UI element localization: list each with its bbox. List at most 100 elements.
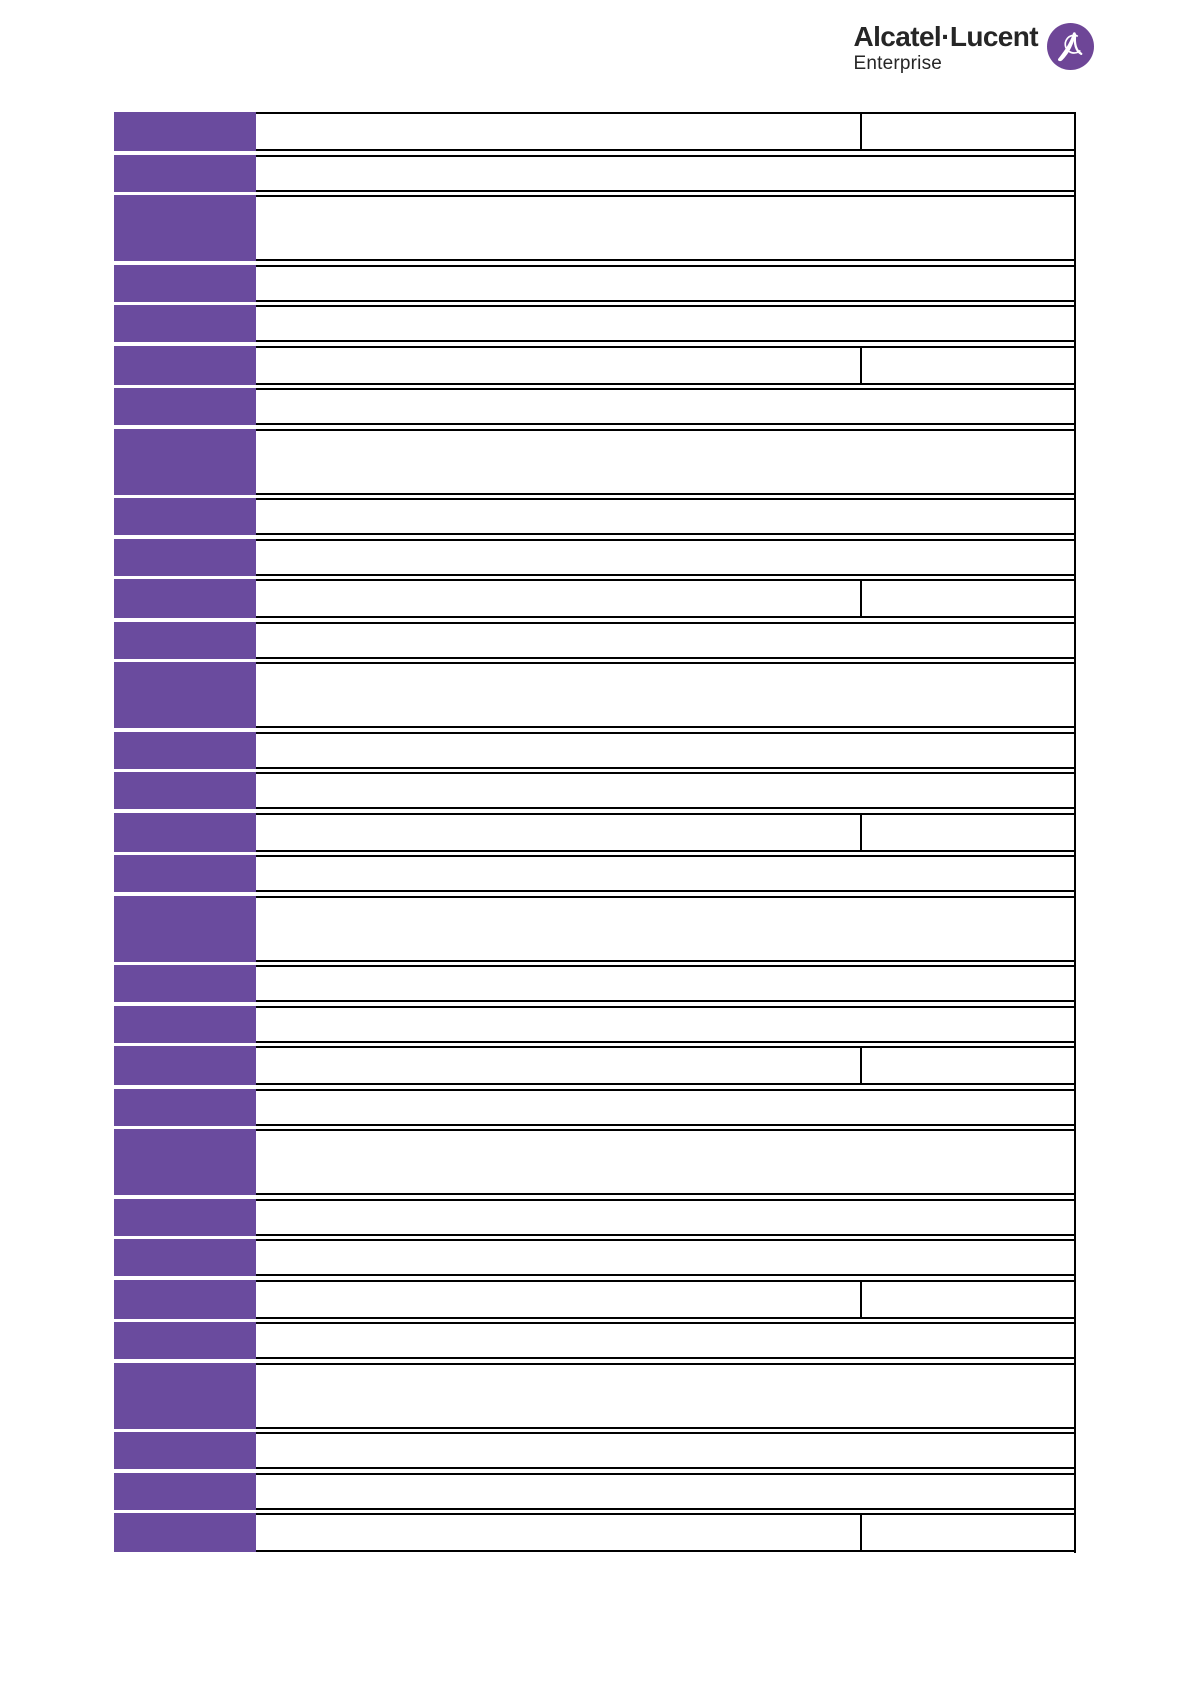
row-header-cell [114,388,256,425]
row-value-cell [256,154,1076,192]
table-row [114,1046,1076,1085]
row-header-cell [114,662,256,728]
row-header-cell [114,772,256,809]
row-header-cell [114,1432,256,1469]
table-row [114,498,1076,535]
row-value-right-cell [862,1048,1076,1083]
row-header-cell [114,1046,256,1085]
table-row [114,1279,1076,1319]
row-value-cell [256,1362,1076,1429]
row-value-right-cell [862,581,1076,616]
row-value-cell [256,965,1076,1002]
row-header-cell [114,1005,256,1043]
row-value-cell [256,772,1076,809]
row-header-cell [114,1472,256,1510]
row-header-cell [114,1362,256,1429]
row-header-cell [114,731,256,769]
row-value-cell [256,1432,1076,1469]
row-value-cell [256,662,1076,728]
table-row [114,731,1076,769]
alcatel-lucent-swoosh-icon [1047,23,1094,70]
table-row [114,812,1076,852]
row-header-cell [114,538,256,576]
row-header-cell [114,195,256,261]
table-row [114,621,1076,659]
table-row [114,895,1076,962]
row-header-cell [114,812,256,852]
row-value-cell [256,1088,1076,1126]
row-header-cell [114,1513,256,1552]
row-value-cell [256,895,1076,962]
table-row [114,1129,1076,1195]
table-row [114,855,1076,892]
row-value-cell [256,1129,1076,1195]
row-value-cell [256,112,1076,151]
table-row [114,538,1076,576]
table-row [114,388,1076,425]
table-right-border [1074,112,1076,1553]
table-row [114,1472,1076,1510]
row-value-cell [256,1322,1076,1359]
row-header-cell [114,112,256,151]
row-value-left-cell [256,1281,862,1317]
row-header-cell [114,345,256,385]
table-row [114,345,1076,385]
table-row [114,965,1076,1002]
table-row [114,112,1076,151]
row-header-cell [114,579,256,618]
table-row [114,579,1076,618]
row-header-cell [114,154,256,192]
table-row [114,1362,1076,1429]
row-header-cell [114,498,256,535]
table-row [114,1513,1076,1552]
row-value-left-cell [256,347,862,383]
row-value-cell [256,345,1076,385]
table-row [114,1088,1076,1126]
spec-table [114,112,1076,1556]
row-value-cell [256,1046,1076,1085]
row-value-left-cell [256,814,862,850]
row-header-cell [114,1088,256,1126]
table-row [114,1005,1076,1043]
row-header-cell [114,621,256,659]
brand-subtitle: Enterprise [853,53,943,75]
table-row [114,1198,1076,1236]
table-row [114,305,1076,342]
row-header-cell [114,1129,256,1195]
row-value-cell [256,731,1076,769]
row-value-right-cell [862,1515,1076,1550]
table-row [114,428,1076,495]
row-header-cell [114,1198,256,1236]
row-value-cell [256,428,1076,495]
row-value-right-cell [862,1282,1076,1317]
row-value-cell [256,1198,1076,1236]
row-header-cell [114,895,256,962]
table-row [114,1322,1076,1359]
row-value-cell [256,498,1076,535]
table-row [114,264,1076,302]
row-value-left-cell [256,1515,862,1550]
row-value-cell [256,388,1076,425]
table-row [114,154,1076,192]
row-value-right-cell [862,815,1076,850]
alcatel-lucent-logo: Alcatel·Lucent Enterprise [853,22,1094,75]
row-value-cell [256,1239,1076,1276]
row-header-cell [114,305,256,342]
row-value-cell [256,1279,1076,1319]
logo-text-block: Alcatel·Lucent Enterprise [853,22,1038,75]
row-header-cell [114,1322,256,1359]
row-header-cell [114,428,256,495]
table-row [114,772,1076,809]
row-value-cell [256,264,1076,302]
row-value-cell [256,1472,1076,1510]
row-header-cell [114,855,256,892]
row-header-cell [114,1279,256,1319]
row-value-cell [256,812,1076,852]
table-row [114,1239,1076,1276]
row-header-cell [114,1239,256,1276]
table-row [114,195,1076,261]
row-value-left-cell [256,114,862,149]
table-row [114,662,1076,728]
row-value-right-cell [862,114,1076,149]
